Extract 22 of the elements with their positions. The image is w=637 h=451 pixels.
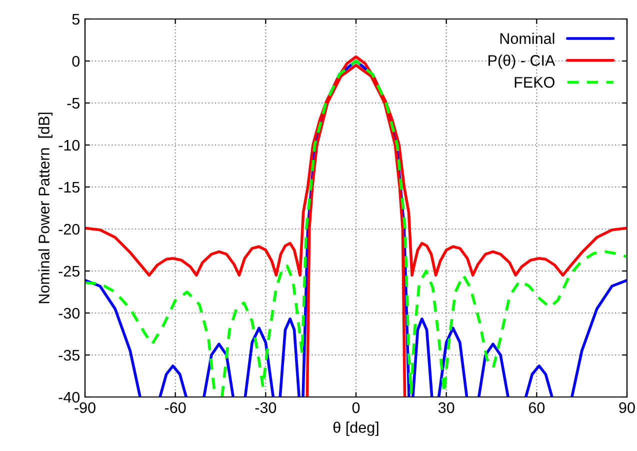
legend-label: P(θ) - CIA: [488, 54, 556, 69]
y-tick-label: -5: [67, 98, 80, 109]
y-tick-label: -20: [58, 224, 80, 235]
y-tick-label: -30: [58, 308, 80, 319]
legend-label: Nominal: [500, 32, 554, 44]
x-tick-label: 60: [528, 402, 545, 414]
y-tick-label: -35: [58, 350, 80, 361]
y-tick-label: -10: [58, 140, 80, 151]
x-tick-label: 0: [352, 402, 360, 414]
y-tick-label: 5: [72, 14, 80, 25]
x-axis-title: θ [deg]: [333, 422, 378, 436]
y-tick-label: 0: [72, 56, 80, 67]
legend-label: FEKO: [514, 76, 554, 88]
x-tick-label: -90: [74, 402, 96, 414]
y-tick-label: -25: [58, 266, 80, 277]
x-tick-label: 90: [619, 402, 635, 414]
x-tick-label: -30: [255, 402, 276, 414]
y-tick-label: -40: [58, 392, 80, 403]
x-tick-label: 30: [438, 402, 454, 414]
y-tick-label: -15: [58, 182, 80, 193]
y-axis-title: Nominal Power Pattern [dB]: [38, 112, 53, 304]
x-tick-label: -60: [164, 402, 186, 414]
